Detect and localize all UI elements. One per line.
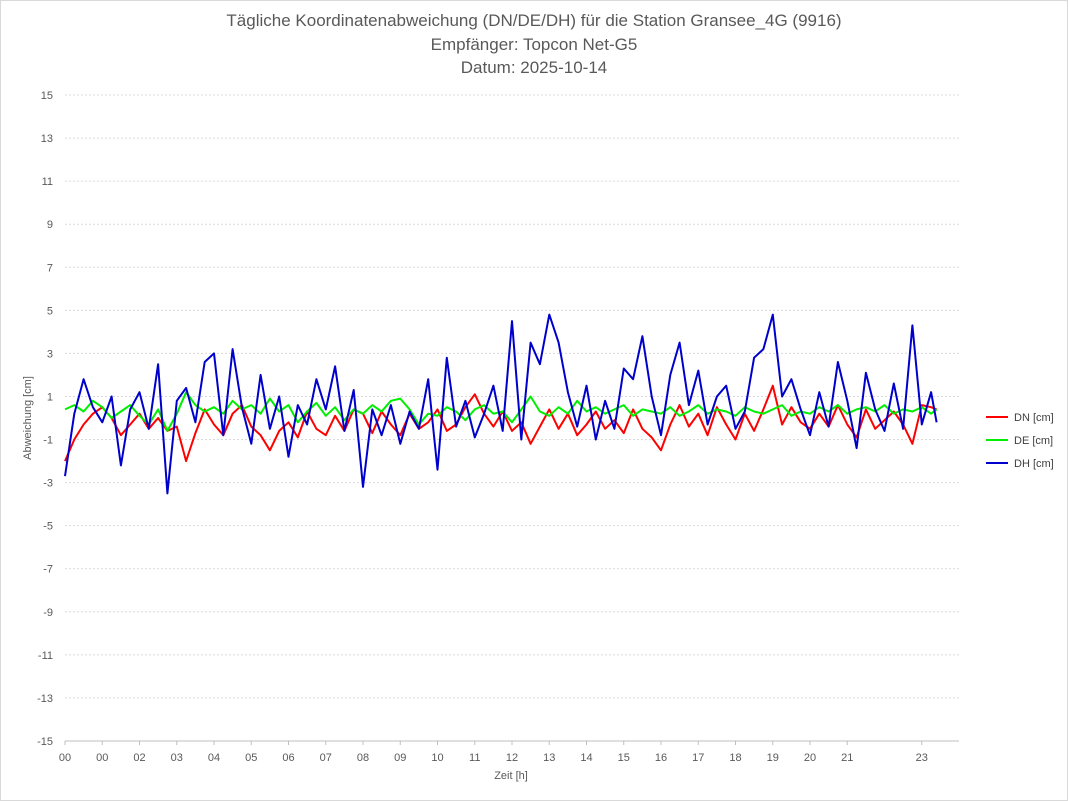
x-tick-label: 00: [59, 752, 71, 764]
x-tick-label: 15: [618, 752, 630, 764]
x-tick-labels: 00 00 02 03 04 05 06 07 08 09 10 11 12 13 14 15 16 17 18 19…: [59, 741, 928, 764]
y-tick-label: 7: [47, 262, 53, 274]
legend-label: DE [cm]: [1014, 435, 1053, 447]
y-tick-label: -5: [43, 521, 53, 533]
x-tick-label: 16: [655, 752, 667, 764]
x-tick-label: 02: [133, 752, 145, 764]
y-tick-label: -7: [43, 564, 53, 576]
y-axis-label: Abweichung [cm]: [22, 376, 34, 460]
series-line-de: [64, 391, 938, 432]
x-tick-label: 00: [96, 752, 108, 764]
x-tick-label: 04: [208, 752, 220, 764]
y-tick-label: -13: [37, 693, 53, 705]
y-tick-label: 9: [47, 219, 53, 231]
x-tick-label: 10: [431, 752, 443, 764]
legend-label: DH [cm]: [1014, 458, 1054, 470]
y-tick-label: -11: [38, 650, 53, 662]
y-tick-label: 15: [41, 90, 53, 102]
x-tick-label: 08: [357, 752, 369, 764]
gridlines: [65, 94, 959, 742]
y-tick-label: 11: [42, 176, 53, 188]
chart-title-line-1: Tägliche Koordinatenabweichung (DN/DE/DH…: [226, 11, 842, 30]
chart-title-line-2: Empfänger: Topcon Net-G5: [430, 35, 638, 54]
y-tick-label: 3: [47, 348, 53, 360]
series-line-dh: [64, 313, 938, 495]
x-tick-label: 19: [767, 752, 779, 764]
y-tick-label: 5: [47, 305, 53, 317]
x-tick-label: 20: [804, 752, 816, 764]
x-tick-label: 14: [580, 752, 592, 764]
y-tick-label: 1: [47, 391, 53, 403]
x-tick-label: 03: [171, 752, 183, 764]
y-tick-label: -3: [43, 478, 53, 490]
y-tick-label: -15: [37, 736, 53, 748]
x-axis-label: Zeit [h]: [494, 770, 528, 782]
y-tick-label: -1: [43, 435, 53, 447]
x-tick-label: 06: [282, 752, 294, 764]
x-tick-label: 13: [543, 752, 555, 764]
y-tick-labels: 15 13 11 9 7 5 3 1 -1 -3 -5 -7 -9 -11 -13 -15: [37, 90, 53, 748]
x-tick-label: 23: [916, 752, 928, 764]
series-lines: [64, 313, 938, 495]
x-tick-label: 21: [841, 752, 853, 764]
x-tick-label: 05: [245, 752, 257, 764]
legend: DN [cm] DE [cm] DH [cm]: [986, 412, 1054, 470]
y-tick-label: 13: [41, 133, 53, 145]
x-tick-label: 18: [729, 752, 741, 764]
x-tick-label: 17: [692, 752, 704, 764]
chart-title-line-3: Datum: 2025-10-14: [460, 58, 608, 77]
x-tick-label: 12: [506, 752, 518, 764]
x-tick-label: 09: [394, 752, 406, 764]
x-tick-label: 07: [320, 752, 332, 764]
x-tick-label: 11: [469, 752, 480, 764]
y-tick-label: -9: [43, 607, 53, 619]
legend-label: DN [cm]: [1014, 412, 1054, 424]
